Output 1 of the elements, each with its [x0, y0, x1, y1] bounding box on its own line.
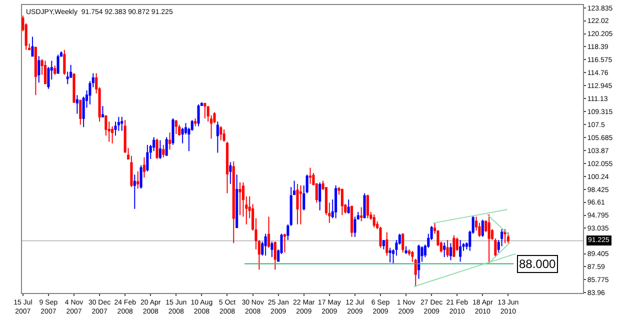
annotation: 88.000: [519, 257, 556, 271]
